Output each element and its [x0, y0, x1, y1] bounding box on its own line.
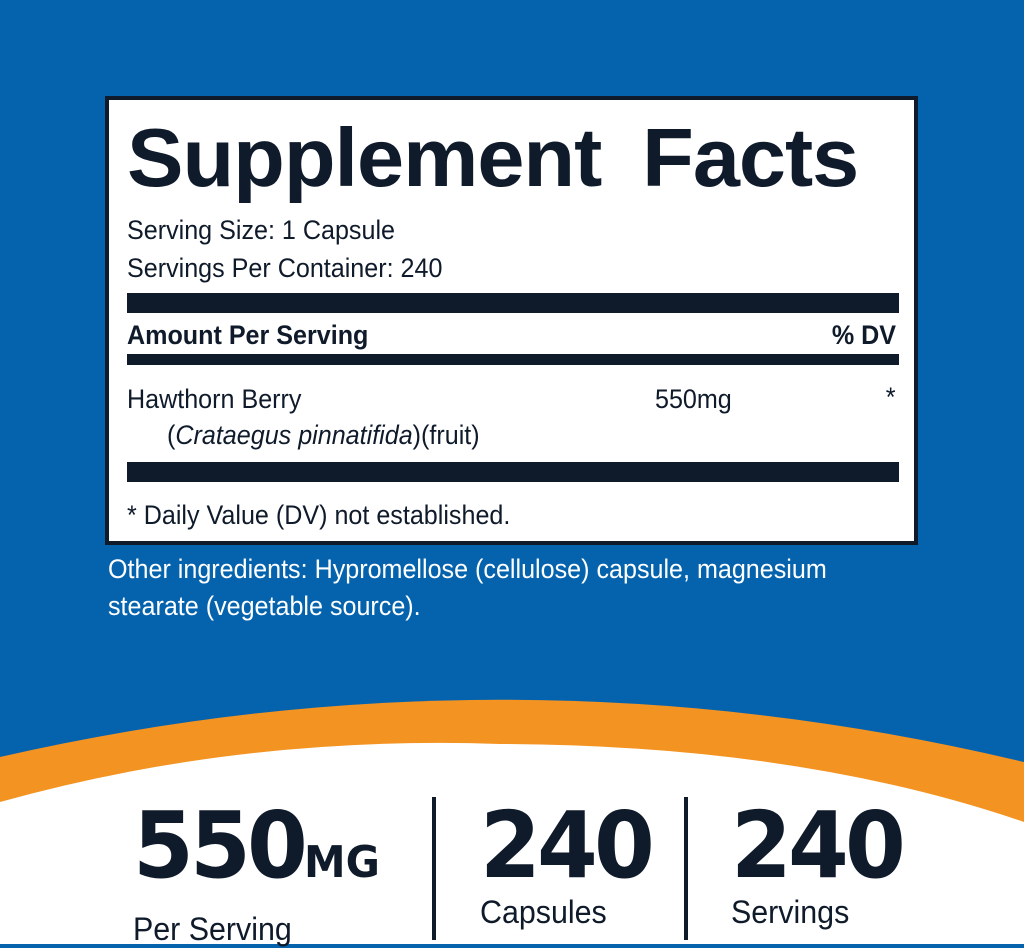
stat-label: Per Serving [133, 911, 292, 947]
panel-title: Supplement Facts [127, 111, 859, 204]
stat-divider [432, 797, 436, 940]
serving-size: Serving Size: 1 Capsule [127, 215, 395, 245]
ingredient-dv: * [886, 382, 896, 412]
other-ingredients-line-2: stearate (vegetable source). [108, 591, 421, 621]
thick-divider [127, 462, 899, 482]
stat-label: Servings [731, 894, 850, 930]
amount-per-serving-header: Amount Per Serving [127, 320, 369, 350]
stat-servings: 240 Servings [731, 800, 911, 931]
stat-divider [684, 797, 688, 940]
ingredient-amount: 550mg [655, 384, 732, 414]
stat-value: 240 [480, 792, 655, 899]
ingredient-latin-name: (Crataegus pinnatifida)(fruit) [167, 420, 480, 450]
stat-unit: MG [304, 837, 380, 888]
stat-label: Capsules [480, 894, 607, 930]
thick-divider [127, 293, 899, 313]
other-ingredients-line-1: Other ingredients: Hypromellose (cellulo… [108, 554, 827, 584]
stat-capsules: 240 Capsules [480, 800, 660, 931]
ingredient-name: Hawthorn Berry [127, 384, 302, 414]
dv-header: % DV [831, 320, 896, 350]
stat-value: 240 [731, 792, 906, 899]
thin-divider [127, 354, 899, 365]
stat-value: 550 [133, 792, 308, 899]
footnote: * Daily Value (DV) not established. [127, 500, 511, 530]
servings-per-container: Servings Per Container: 240 [127, 253, 443, 283]
supplement-facts-panel: Supplement Facts Serving Size: 1 Capsule… [105, 96, 918, 545]
stat-dose: 550MG Per Serving [133, 800, 393, 948]
